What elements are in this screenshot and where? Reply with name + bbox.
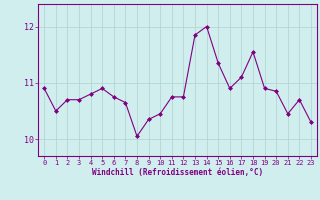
X-axis label: Windchill (Refroidissement éolien,°C): Windchill (Refroidissement éolien,°C) [92, 168, 263, 177]
